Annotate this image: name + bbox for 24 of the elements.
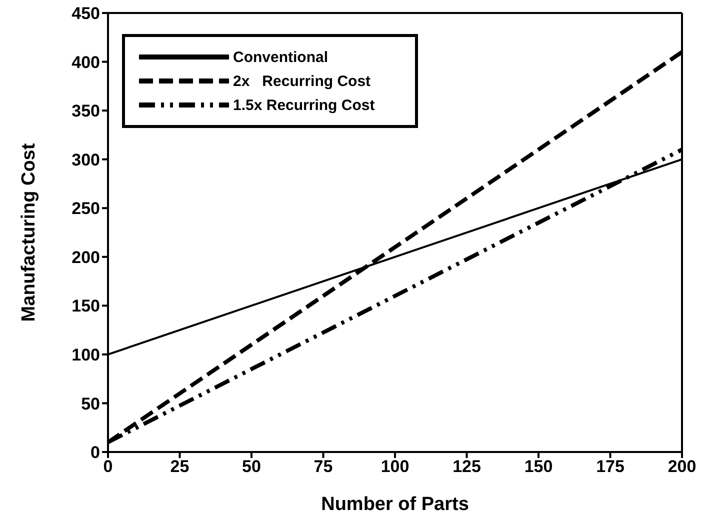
y-tick-label: 200	[72, 248, 100, 267]
legend-label: Conventional	[233, 48, 328, 66]
x-tick-label: 125	[452, 457, 481, 476]
y-tick-label: 350	[72, 102, 100, 121]
y-tick-label: 450	[72, 4, 100, 24]
legend-label: 2x Recurring Cost	[233, 72, 371, 90]
x-tick-label: 150	[524, 457, 553, 476]
y-tick-label: 400	[72, 52, 100, 72]
y-tick-label: 300	[72, 150, 100, 170]
x-tick-label: 50	[242, 457, 261, 476]
y-axis-title: Manufacturing Cost	[18, 142, 40, 322]
x-tick-label: 0	[103, 457, 113, 476]
y-tick-label: 250	[72, 199, 100, 218]
y-tick-label: 150	[72, 296, 100, 316]
x-tick-label: 75	[314, 457, 333, 476]
x-tick-label: 200	[668, 457, 696, 476]
y-tick-label: 0	[90, 443, 100, 462]
x-tick-label: 25	[170, 457, 190, 476]
x-tick-label: 100	[380, 457, 410, 476]
x-axis-title: Number of Parts	[321, 494, 469, 515]
legend-label: 1.5x Recurring Cost	[233, 96, 375, 114]
x-tick-label: 175	[596, 457, 624, 476]
y-tick-label: 50	[81, 394, 100, 414]
y-tick-label: 100	[72, 345, 100, 364]
